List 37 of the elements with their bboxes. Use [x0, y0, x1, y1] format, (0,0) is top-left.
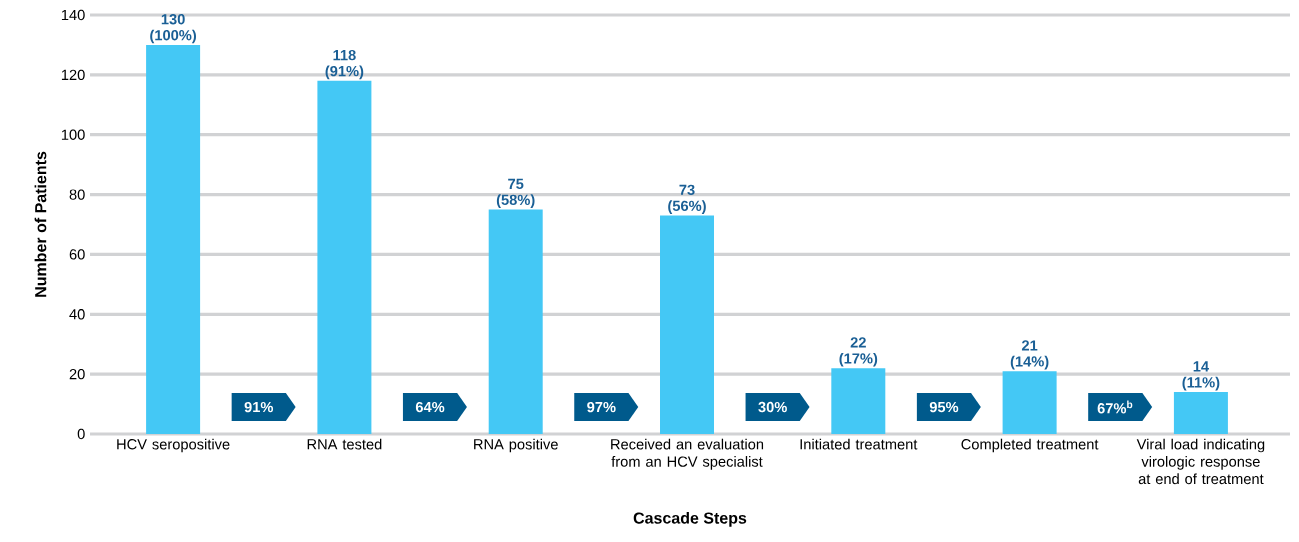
bar	[660, 215, 714, 434]
x-tick-label: RNA tested	[307, 438, 382, 450]
bar	[831, 368, 886, 434]
x-axis-title: Cascade Steps	[633, 511, 747, 527]
bar	[1002, 371, 1057, 434]
y-tick-label: 140	[61, 9, 85, 21]
bar	[317, 80, 372, 434]
data-label: 14 (11%)	[1182, 361, 1220, 391]
x-tick-label: Viral load indicating virologic response at end of treatment	[1136, 438, 1265, 485]
x-tick-label: Received an evaluation from an HCV specialist	[611, 438, 764, 470]
x-tick-label: HCV seropositive	[117, 438, 230, 453]
x-tick-label: RNA positive	[474, 438, 558, 453]
data-label: 75 (58%)	[496, 178, 535, 208]
y-tick-label: 60	[69, 249, 85, 260]
y-tick-label: 80	[69, 189, 85, 200]
bar	[1173, 392, 1228, 434]
y-tick-label: 120	[61, 69, 85, 81]
data-label: 22 (17%)	[839, 337, 878, 367]
data-label: 73 (56%)	[668, 184, 706, 214]
annotation: 67%$^{b}$	[1097, 400, 1133, 414]
y-axis-title: Number of Patients	[34, 151, 47, 297]
y-tick-label: 40	[69, 309, 85, 320]
y-tick-label: 20	[69, 368, 85, 380]
bar	[488, 209, 543, 434]
y-tick-label: 100	[61, 129, 85, 140]
x-tick-label: Initiated treatment	[800, 438, 918, 450]
annotation: 30%	[758, 401, 787, 413]
annotation: 91%	[244, 401, 274, 413]
annotation: 95%	[929, 401, 959, 413]
data-label: 118 (91%)	[325, 49, 364, 80]
data-label: 130 (100%)	[150, 14, 196, 44]
x-tick-label: Completed treatment	[961, 438, 1099, 453]
bar	[146, 44, 201, 434]
annotation: 97%	[587, 401, 616, 413]
y-tick-label: 0	[77, 428, 85, 440]
data-label: 21 (14%)	[1010, 340, 1049, 370]
annotation: 64%	[415, 401, 445, 413]
